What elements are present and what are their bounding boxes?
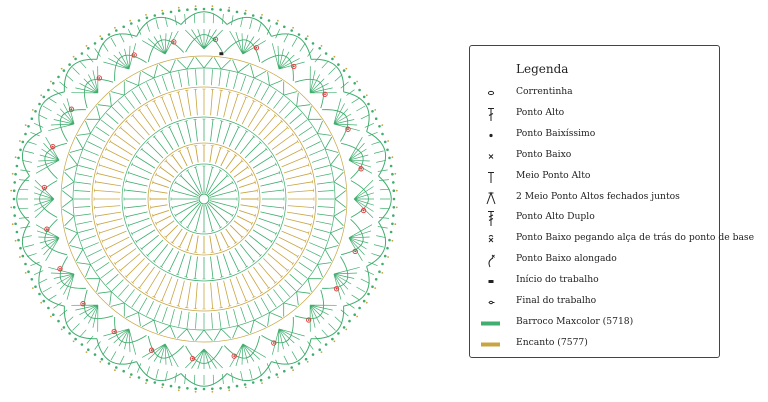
legend-item-yarn-green: Barroco Maxcolor (5718) <box>470 314 720 332</box>
yarn-gold-symbol-icon <box>479 336 505 352</box>
legend-label: Ponto Baixo alongado <box>516 253 617 265</box>
legend-item-slip-stitch: Ponto Baixíssimo <box>470 126 720 144</box>
single-crochet-symbol-icon <box>479 148 505 164</box>
start-symbol-icon <box>479 273 505 289</box>
legend-label: 2 Meio Ponto Altos fechados juntos <box>516 190 680 202</box>
slip-stitch-symbol-icon <box>479 127 505 143</box>
crochet-chart <box>10 5 398 393</box>
legend-label: Encanto (7577) <box>516 336 588 348</box>
legend-label: Ponto Baixo pegando alça de trás do pont… <box>516 232 755 244</box>
long-sc-symbol-icon <box>479 252 505 268</box>
legend-label: Início do trabalho <box>516 274 599 286</box>
legend-label: Ponto Baixíssimo <box>516 127 596 139</box>
legend-item-long-sc: Ponto Baixo alongado <box>470 251 720 269</box>
legend-label: Barroco Maxcolor (5718) <box>516 315 634 327</box>
legend-item-start: Início do trabalho <box>470 272 720 290</box>
legend-item-sc-back-loop: Ponto Baixo pegando alça de trás do pont… <box>470 230 754 248</box>
legend-item-half-double-crochet: Meio Ponto Alto <box>470 168 720 186</box>
legend-label: Correntinha <box>516 86 573 97</box>
hdc2tog-symbol-icon <box>479 190 505 206</box>
chain-stitch-symbol-icon <box>479 85 505 101</box>
treble-crochet-symbol-icon <box>479 210 505 227</box>
legend-item-end: Final do trabalho <box>470 293 720 311</box>
legend-item-double-crochet: Ponto Alto <box>470 105 720 123</box>
legend-item-hdc2tog: 2 Meio Ponto Altos fechados juntos <box>470 189 720 207</box>
sc-back-loop-symbol-icon <box>479 231 505 247</box>
legend-item-yarn-gold: Encanto (7577) <box>470 335 720 353</box>
legend-item-chain-stitch: Correntinha <box>470 84 720 102</box>
end-symbol-icon <box>479 294 505 310</box>
legend-box: Legenda Correntinha Ponto Alto Ponto Baixí… <box>469 45 754 358</box>
legend-label: Meio Ponto Alto <box>516 169 591 181</box>
legend-label: Ponto Alto Duplo <box>516 211 595 223</box>
legend-label: Ponto Alto <box>516 106 565 118</box>
yarn-green-symbol-icon <box>479 315 505 331</box>
legend-item-single-crochet: Ponto Baixo <box>470 147 720 165</box>
doily-diagram <box>10 5 398 393</box>
legend-title: Legenda <box>516 62 569 76</box>
legend-item-treble-crochet: Ponto Alto Duplo <box>470 209 720 227</box>
legend-label: Final do trabalho <box>516 295 597 306</box>
legend-label: Ponto Baixo <box>516 148 572 160</box>
double-crochet-symbol-icon <box>479 106 505 122</box>
half-double-crochet-symbol-icon <box>479 169 505 185</box>
